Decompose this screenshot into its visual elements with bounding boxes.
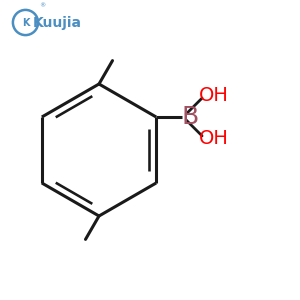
Text: OH: OH [199,129,228,148]
Text: ®: ® [40,3,46,8]
Text: Kuujia: Kuujia [33,16,82,29]
Text: OH: OH [199,85,228,105]
Text: K: K [22,17,29,28]
Text: B: B [181,105,198,129]
